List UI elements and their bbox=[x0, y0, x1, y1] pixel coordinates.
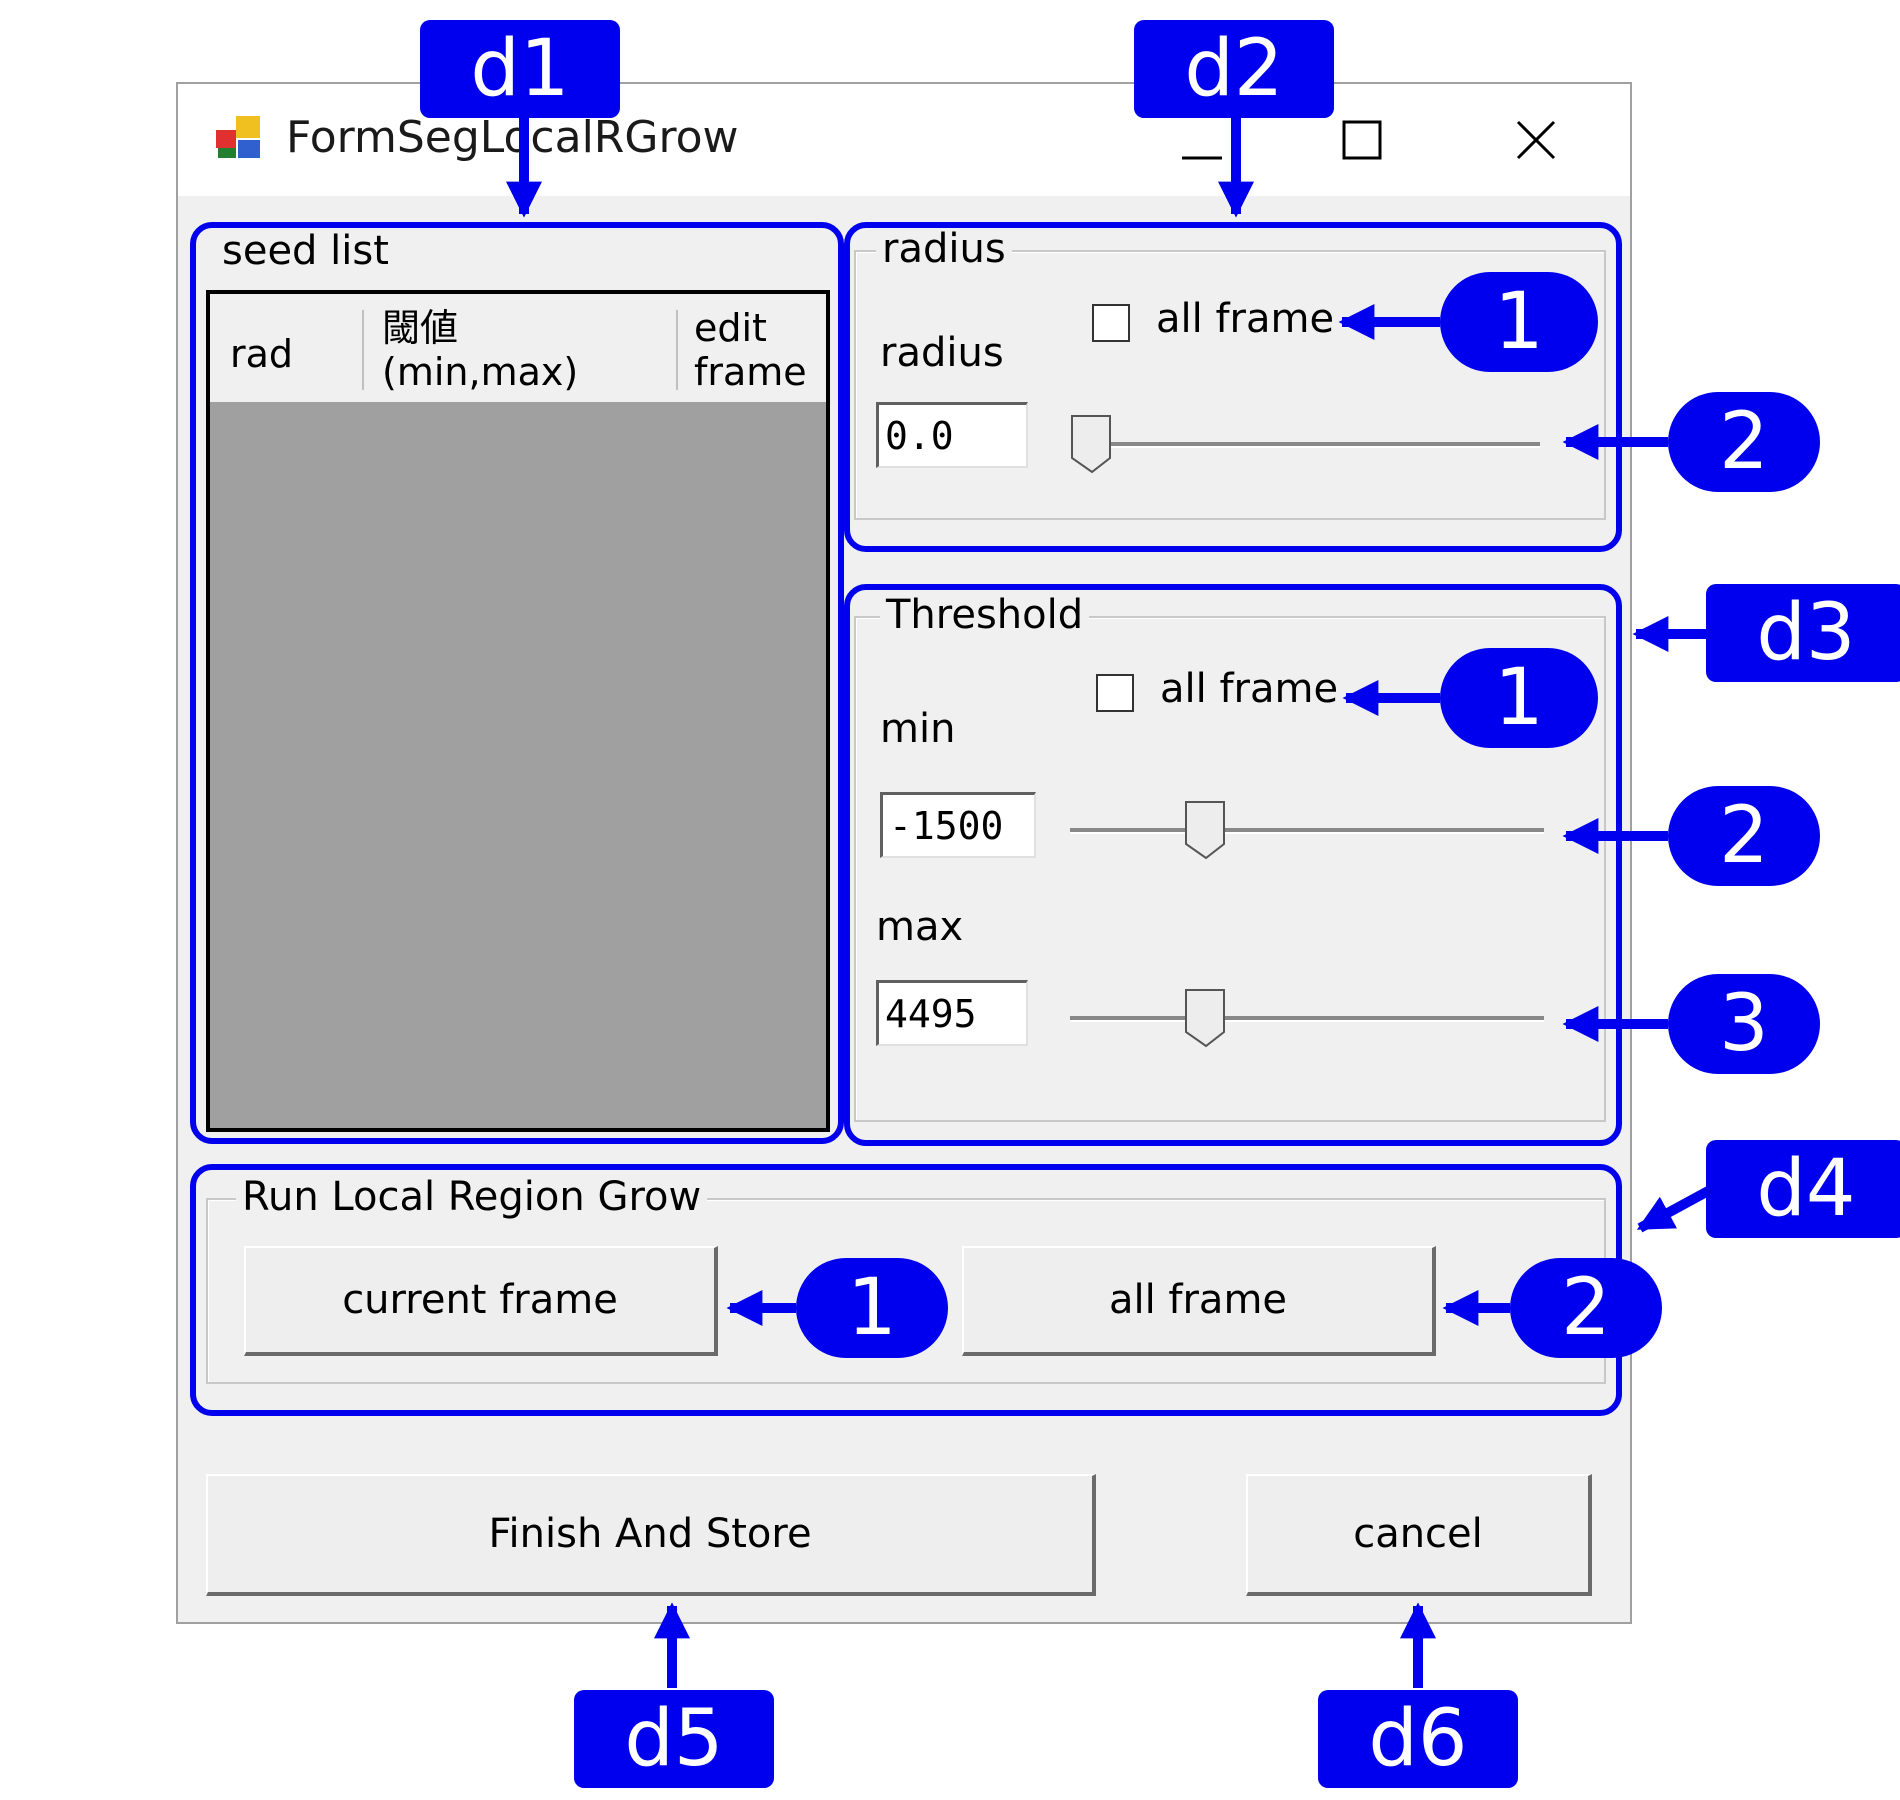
annotation-tag-d3: d3 bbox=[1706, 584, 1900, 682]
threshold-groupbox bbox=[854, 616, 1606, 1122]
marker-radius-slider: 2 bbox=[1668, 392, 1820, 492]
threshold-min-input[interactable]: -1500 bbox=[880, 792, 1036, 858]
threshold-min-label: min bbox=[880, 706, 956, 752]
annotation-tag-d1: d1 bbox=[420, 20, 620, 118]
annotation-tag-d5: d5 bbox=[574, 1690, 774, 1788]
threshold-max-input[interactable]: 4495 bbox=[876, 980, 1028, 1046]
column-separator[interactable] bbox=[676, 310, 678, 390]
radius-groupbox bbox=[854, 250, 1606, 520]
radius-slider-thumb[interactable] bbox=[1070, 414, 1114, 474]
minimize-button[interactable] bbox=[1142, 84, 1262, 196]
highlight-d3 bbox=[844, 584, 1622, 1146]
radius-all-frame-checkbox[interactable] bbox=[1092, 304, 1130, 342]
radius-all-frame-label: all frame bbox=[1156, 296, 1335, 342]
seed-list-header bbox=[210, 294, 826, 402]
column-separator[interactable] bbox=[362, 310, 364, 390]
threshold-group-label: Threshold bbox=[880, 592, 1090, 638]
annotation-tag-d4: d4 bbox=[1706, 1140, 1900, 1238]
radius-slider[interactable] bbox=[1070, 408, 1550, 488]
highlight-d1 bbox=[190, 222, 844, 1144]
threshold-max-label: max bbox=[876, 904, 964, 950]
annotation-tag-d6: d6 bbox=[1318, 1690, 1518, 1788]
column-header-edit-frame[interactable]: edit frame bbox=[694, 306, 807, 394]
threshold-all-frame-checkbox[interactable] bbox=[1096, 674, 1134, 712]
close-button[interactable] bbox=[1476, 84, 1596, 196]
threshold-min-slider[interactable] bbox=[1070, 794, 1550, 874]
threshold-max-slider[interactable] bbox=[1070, 982, 1550, 1062]
radius-input[interactable]: 0.0 bbox=[876, 402, 1028, 468]
seed-list-label: seed list bbox=[222, 228, 389, 274]
run-current-frame-button[interactable]: current frame bbox=[244, 1246, 718, 1356]
threshold-min-slider-thumb[interactable] bbox=[1184, 800, 1228, 860]
cancel-button[interactable]: cancel bbox=[1246, 1474, 1592, 1596]
close-icon bbox=[1516, 120, 1556, 160]
window-title: FormSegLocalRGrow bbox=[286, 112, 739, 163]
marker-radius-checkbox: 1 bbox=[1440, 272, 1598, 372]
slider-track bbox=[1070, 1016, 1544, 1022]
run-group-label: Run Local Region Grow bbox=[236, 1174, 708, 1220]
threshold-all-frame-label: all frame bbox=[1160, 666, 1339, 712]
highlight-d2 bbox=[844, 222, 1622, 552]
marker-threshold-min-slider: 2 bbox=[1668, 786, 1820, 886]
marker-run-all: 2 bbox=[1510, 1258, 1662, 1358]
run-all-frame-button[interactable]: all frame bbox=[962, 1246, 1436, 1356]
threshold-max-slider-thumb[interactable] bbox=[1184, 988, 1228, 1048]
seed-list-view[interactable]: rad 閾値 (min,max) edit frame bbox=[206, 290, 830, 1132]
maximize-button[interactable] bbox=[1302, 84, 1422, 196]
slider-track bbox=[1100, 442, 1540, 448]
minimize-icon bbox=[1182, 156, 1222, 160]
app-icon bbox=[214, 112, 264, 162]
finish-and-store-button[interactable]: Finish And Store bbox=[206, 1474, 1096, 1596]
marker-run-current: 1 bbox=[796, 1258, 948, 1358]
column-header-rad[interactable]: rad bbox=[230, 332, 294, 376]
radius-field-label: radius bbox=[880, 330, 1004, 376]
maximize-icon bbox=[1342, 120, 1382, 160]
column-header-threshold[interactable]: 閾値 (min,max) bbox=[382, 306, 579, 394]
annotation-tag-d2: d2 bbox=[1134, 20, 1334, 118]
radius-group-label: radius bbox=[876, 226, 1012, 272]
slider-track bbox=[1070, 828, 1544, 834]
marker-threshold-max-slider: 3 bbox=[1668, 974, 1820, 1074]
marker-threshold-checkbox: 1 bbox=[1440, 648, 1598, 748]
